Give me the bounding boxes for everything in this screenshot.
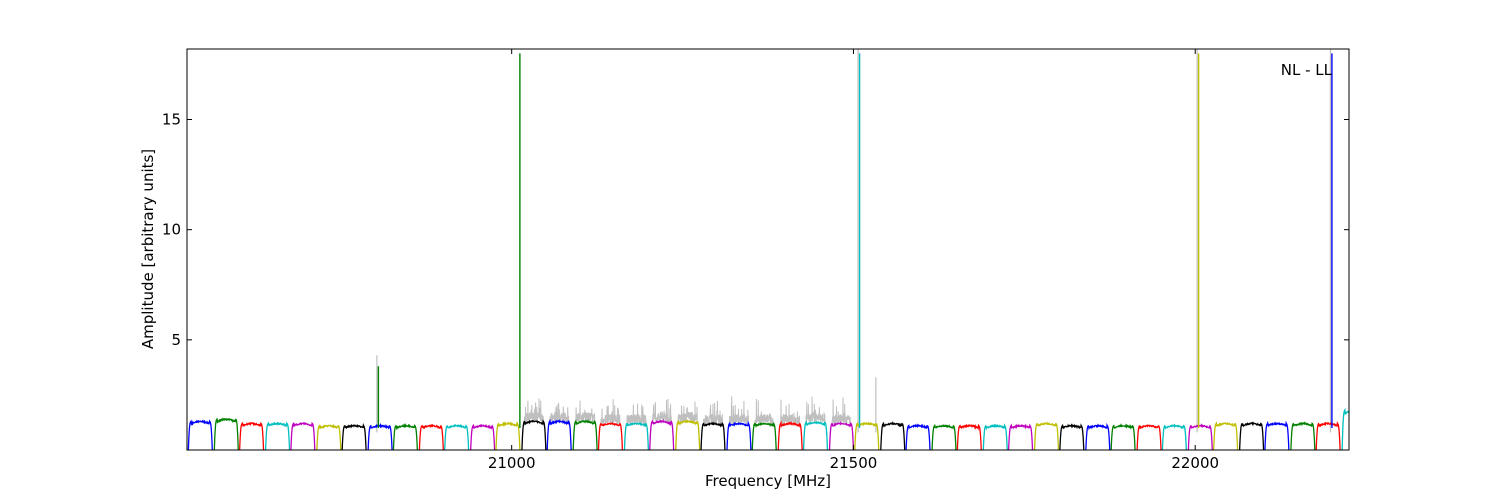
x-tick-label: 21000 <box>488 454 536 472</box>
band-trace <box>675 419 701 451</box>
raw-spectrum-layer <box>376 49 1332 451</box>
band-trace <box>931 423 957 451</box>
band-spectrum-layer <box>187 53 1350 451</box>
plot-frame <box>186 48 1350 451</box>
band-trace <box>470 423 496 451</box>
raw-trace <box>777 399 803 451</box>
raw-trace <box>726 396 752 451</box>
raw-trace <box>803 396 828 451</box>
band-trace <box>623 421 650 451</box>
raw-trace <box>829 397 854 451</box>
band-trace <box>1315 421 1341 451</box>
band-trace <box>1007 423 1034 451</box>
band-trace <box>1213 421 1239 451</box>
x-tick-label: 21500 <box>830 454 878 472</box>
band-trace <box>956 423 982 451</box>
band-trace <box>1264 420 1290 451</box>
x-axis-label: Frequency [MHz] <box>705 472 831 490</box>
band-trace <box>495 420 521 451</box>
band-trace <box>905 423 931 451</box>
band-trace <box>597 421 624 451</box>
band-trace <box>1341 407 1350 451</box>
band-trace <box>700 421 726 451</box>
band-trace <box>828 421 855 451</box>
band-trace <box>316 423 342 451</box>
band-trace <box>726 420 752 451</box>
band-trace <box>521 419 547 451</box>
band-trace <box>341 422 367 451</box>
plot-annotation: NL - LL <box>1281 61 1333 79</box>
band-trace <box>854 421 880 451</box>
band-trace <box>1033 421 1060 451</box>
band-trace <box>1161 423 1187 451</box>
band-trace <box>444 423 470 451</box>
band-trace <box>649 418 675 451</box>
band-trace <box>367 422 393 451</box>
band-trace <box>1085 422 1111 451</box>
raw-trace <box>572 400 598 451</box>
raw-trace <box>675 401 701 451</box>
band-trace <box>751 422 777 451</box>
band-trace <box>238 421 265 451</box>
band-trace <box>1238 421 1265 451</box>
band-trace <box>264 421 291 451</box>
band-trace <box>880 421 906 451</box>
band-trace <box>572 419 598 451</box>
band-trace <box>1187 423 1213 451</box>
band-trace <box>418 423 444 451</box>
axes-layer: 21000 21500 22000 5 10 15 <box>162 48 1350 472</box>
y-axis-label: Amplitude [arbitrary units] <box>139 149 157 349</box>
raw-trace <box>700 400 726 451</box>
band-trace <box>1110 422 1136 451</box>
band-trace <box>392 423 418 451</box>
raw-trace <box>649 399 675 451</box>
band-trace <box>187 419 213 451</box>
y-tick-label: 15 <box>162 111 181 129</box>
raw-trace <box>546 402 572 451</box>
band-trace <box>213 417 239 451</box>
band-trace <box>1136 424 1162 451</box>
band-trace <box>546 418 572 451</box>
band-trace <box>982 423 1008 451</box>
x-tick-label: 22000 <box>1171 454 1219 472</box>
y-tick-label: 10 <box>162 221 181 239</box>
band-trace <box>1290 421 1316 451</box>
band-trace <box>1059 423 1085 451</box>
raw-trace <box>623 403 649 451</box>
y-tick-label: 5 <box>171 331 181 349</box>
band-trace <box>802 420 829 451</box>
band-trace <box>290 421 316 451</box>
band-trace <box>777 420 803 451</box>
